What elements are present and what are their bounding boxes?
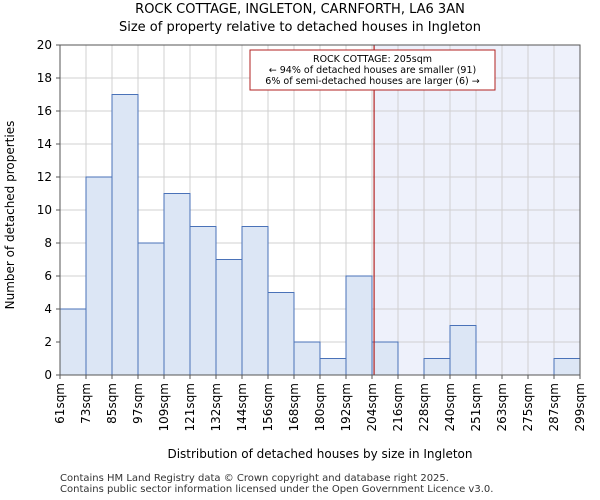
y-tick-label: 14 (37, 137, 52, 151)
annotation-line: ← 94% of detached houses are smaller (91… (269, 65, 476, 76)
x-axis-label: Distribution of detached houses by size … (167, 447, 472, 461)
histogram-bar (293, 341, 321, 376)
histogram-bar (423, 358, 451, 376)
x-tick-label: 73sqm (79, 383, 93, 424)
x-tick-label: 251sqm (469, 383, 483, 431)
histogram-bar (189, 226, 217, 376)
histogram-bar (111, 94, 139, 376)
histogram-bar (241, 226, 269, 376)
x-tick-label: 204sqm (365, 383, 379, 431)
x-tick-label: 287sqm (547, 383, 561, 431)
histogram-bar (319, 358, 347, 376)
footer-licence: Contains public sector information licen… (60, 484, 494, 495)
x-tick-label: 180sqm (313, 383, 327, 431)
x-tick-label: 192sqm (339, 383, 353, 431)
x-tick-label: 168sqm (287, 383, 301, 431)
histogram-bar (59, 308, 87, 376)
histogram-bar (163, 193, 191, 376)
y-tick-label: 6 (44, 269, 52, 283)
histogram-bar (553, 358, 581, 376)
x-tick-label: 240sqm (443, 383, 457, 431)
annotation-line: ROCK COTTAGE: 205sqm (313, 54, 432, 65)
y-tick-label: 16 (37, 104, 52, 118)
annotation-box (249, 49, 496, 91)
y-tick-label: 20 (37, 38, 52, 52)
x-tick-label: 275sqm (521, 383, 535, 431)
x-tick-label: 97sqm (131, 383, 145, 424)
x-tick-label: 156sqm (261, 383, 275, 431)
y-tick-label: 2 (44, 335, 52, 349)
x-tick-label: 144sqm (235, 383, 249, 431)
x-tick-label: 109sqm (157, 383, 171, 431)
x-tick-label: 228sqm (417, 383, 431, 431)
y-tick-label: 18 (37, 71, 52, 85)
x-tick-label: 85sqm (105, 383, 119, 424)
histogram-bar (345, 275, 373, 376)
y-tick-label: 10 (37, 203, 52, 217)
histogram-bar (137, 242, 165, 376)
chart-title: ROCK COTTAGE, INGLETON, CARNFORTH, LA6 3… (135, 2, 465, 17)
x-tick-label: 263sqm (495, 383, 509, 431)
y-tick-label: 4 (44, 302, 52, 316)
x-tick-label: 61sqm (53, 383, 67, 424)
histogram-bar (371, 341, 399, 376)
x-tick-label: 299sqm (573, 383, 587, 431)
y-tick-label: 12 (37, 170, 52, 184)
histogram-bar (267, 292, 295, 376)
footer-copyright: Contains HM Land Registry data © Crown c… (60, 473, 449, 484)
annotation-line: 6% of semi-detached houses are larger (6… (265, 76, 479, 87)
histogram-bar (215, 259, 243, 376)
histogram-bar (85, 176, 113, 376)
y-axis-label: Number of detached properties (3, 121, 17, 310)
chart-subtitle: Size of property relative to detached ho… (118, 20, 481, 35)
x-tick-label: 121sqm (183, 383, 197, 431)
y-tick-label: 0 (44, 368, 52, 382)
x-tick-label: 216sqm (391, 383, 405, 431)
y-tick-label: 8 (44, 236, 52, 250)
histogram-bar (449, 325, 477, 376)
x-tick-label: 132sqm (209, 383, 223, 431)
